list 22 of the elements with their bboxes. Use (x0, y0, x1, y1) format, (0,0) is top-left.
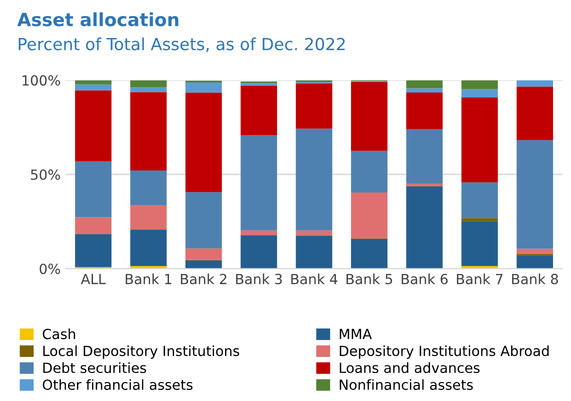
legend-label: Nonfinancial assets (340, 379, 473, 390)
x-tick-label: Bank 8 (512, 274, 558, 284)
x-tick-label: Bank 4 (291, 274, 338, 284)
legend-label: Other financial assets (42, 379, 192, 390)
chart-title: Asset allocation (17, 12, 178, 26)
legend-label: Local Depository Institutions (43, 345, 240, 359)
x-tick-label: Bank 2 (180, 274, 226, 284)
x-tick-label: Bank 6 (402, 274, 448, 284)
x-tick-label: ALL (80, 274, 106, 284)
legend-label: Debt securities (43, 362, 146, 374)
chart-subtitle: Percent of Total Assets, as of Dec. 2022 (18, 37, 345, 52)
y-tick-label: 100% (22, 75, 60, 86)
y-tick-label: 50% (31, 169, 60, 180)
legend-label: MMA (340, 328, 372, 340)
x-tick-label: Bank 1 (126, 274, 172, 284)
y-tick-label: 0% (40, 264, 60, 274)
legend-label: Cash (42, 328, 76, 340)
legend-label: Loans and advances (340, 362, 480, 374)
x-tick-label: Bank 7 (456, 274, 503, 284)
legend-label: Depository Institutions Abroad (340, 345, 549, 359)
x-tick-label: Bank 5 (346, 274, 392, 284)
x-tick-label: Bank 3 (236, 274, 282, 284)
